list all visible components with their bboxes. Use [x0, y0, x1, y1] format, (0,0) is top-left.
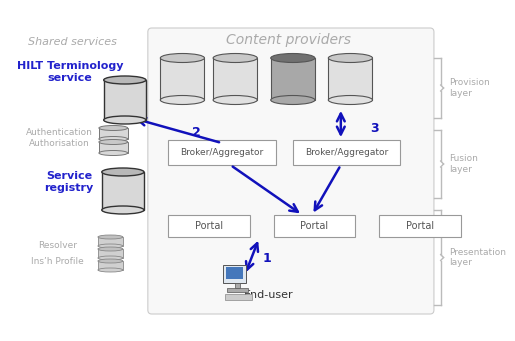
Bar: [98, 261, 123, 270]
Text: HILT Terminology
service: HILT Terminology service: [17, 61, 123, 83]
Text: Shared services: Shared services: [28, 37, 116, 47]
Ellipse shape: [104, 76, 146, 84]
Bar: [222, 265, 246, 283]
Text: Broker/Aggregator: Broker/Aggregator: [305, 148, 388, 157]
FancyBboxPatch shape: [148, 28, 434, 314]
Text: Provision
layer: Provision layer: [449, 78, 490, 98]
Ellipse shape: [99, 125, 128, 131]
Ellipse shape: [99, 139, 128, 145]
Text: Ins’h Profile: Ins’h Profile: [31, 257, 84, 267]
Text: 1: 1: [263, 252, 271, 265]
Ellipse shape: [102, 206, 144, 214]
Bar: [225, 294, 251, 300]
Text: Broker/Aggregator: Broker/Aggregator: [180, 148, 263, 157]
Ellipse shape: [99, 150, 128, 155]
Bar: [293, 140, 400, 165]
Bar: [226, 267, 243, 279]
Bar: [99, 128, 128, 139]
Bar: [168, 215, 250, 237]
Ellipse shape: [99, 136, 128, 142]
Text: Portal: Portal: [300, 221, 329, 231]
Bar: [273, 215, 355, 237]
Ellipse shape: [98, 247, 123, 251]
Bar: [329, 58, 372, 100]
Ellipse shape: [160, 54, 204, 62]
Text: End-user: End-user: [244, 290, 294, 300]
Bar: [168, 140, 276, 165]
Bar: [102, 172, 144, 210]
Ellipse shape: [329, 95, 372, 104]
Text: Content providers: Content providers: [226, 33, 351, 47]
Text: Portal: Portal: [195, 221, 223, 231]
Text: Resolver: Resolver: [38, 241, 77, 251]
Text: Presentation
layer: Presentation layer: [449, 248, 506, 267]
Bar: [271, 58, 315, 100]
Ellipse shape: [160, 95, 204, 104]
Ellipse shape: [98, 235, 123, 239]
Ellipse shape: [271, 95, 315, 104]
Ellipse shape: [213, 54, 258, 62]
Bar: [227, 288, 248, 292]
Ellipse shape: [98, 259, 123, 263]
Bar: [213, 58, 258, 100]
Bar: [160, 58, 204, 100]
Bar: [98, 249, 123, 258]
Ellipse shape: [329, 54, 372, 62]
Text: Service
registry: Service registry: [44, 171, 94, 193]
Ellipse shape: [98, 268, 123, 272]
Text: Portal: Portal: [406, 221, 434, 231]
Ellipse shape: [271, 54, 315, 62]
Bar: [235, 283, 240, 288]
Bar: [98, 237, 123, 246]
Text: Fusion
layer: Fusion layer: [449, 154, 478, 174]
Bar: [104, 80, 146, 120]
Ellipse shape: [104, 116, 146, 124]
Text: 2: 2: [193, 127, 201, 139]
Ellipse shape: [98, 256, 123, 260]
Bar: [99, 142, 128, 153]
Text: Authentication
Authorisation: Authentication Authorisation: [26, 128, 93, 148]
Ellipse shape: [98, 244, 123, 248]
Ellipse shape: [213, 95, 258, 104]
Ellipse shape: [102, 168, 144, 176]
Text: 3: 3: [370, 121, 379, 134]
Bar: [379, 215, 461, 237]
